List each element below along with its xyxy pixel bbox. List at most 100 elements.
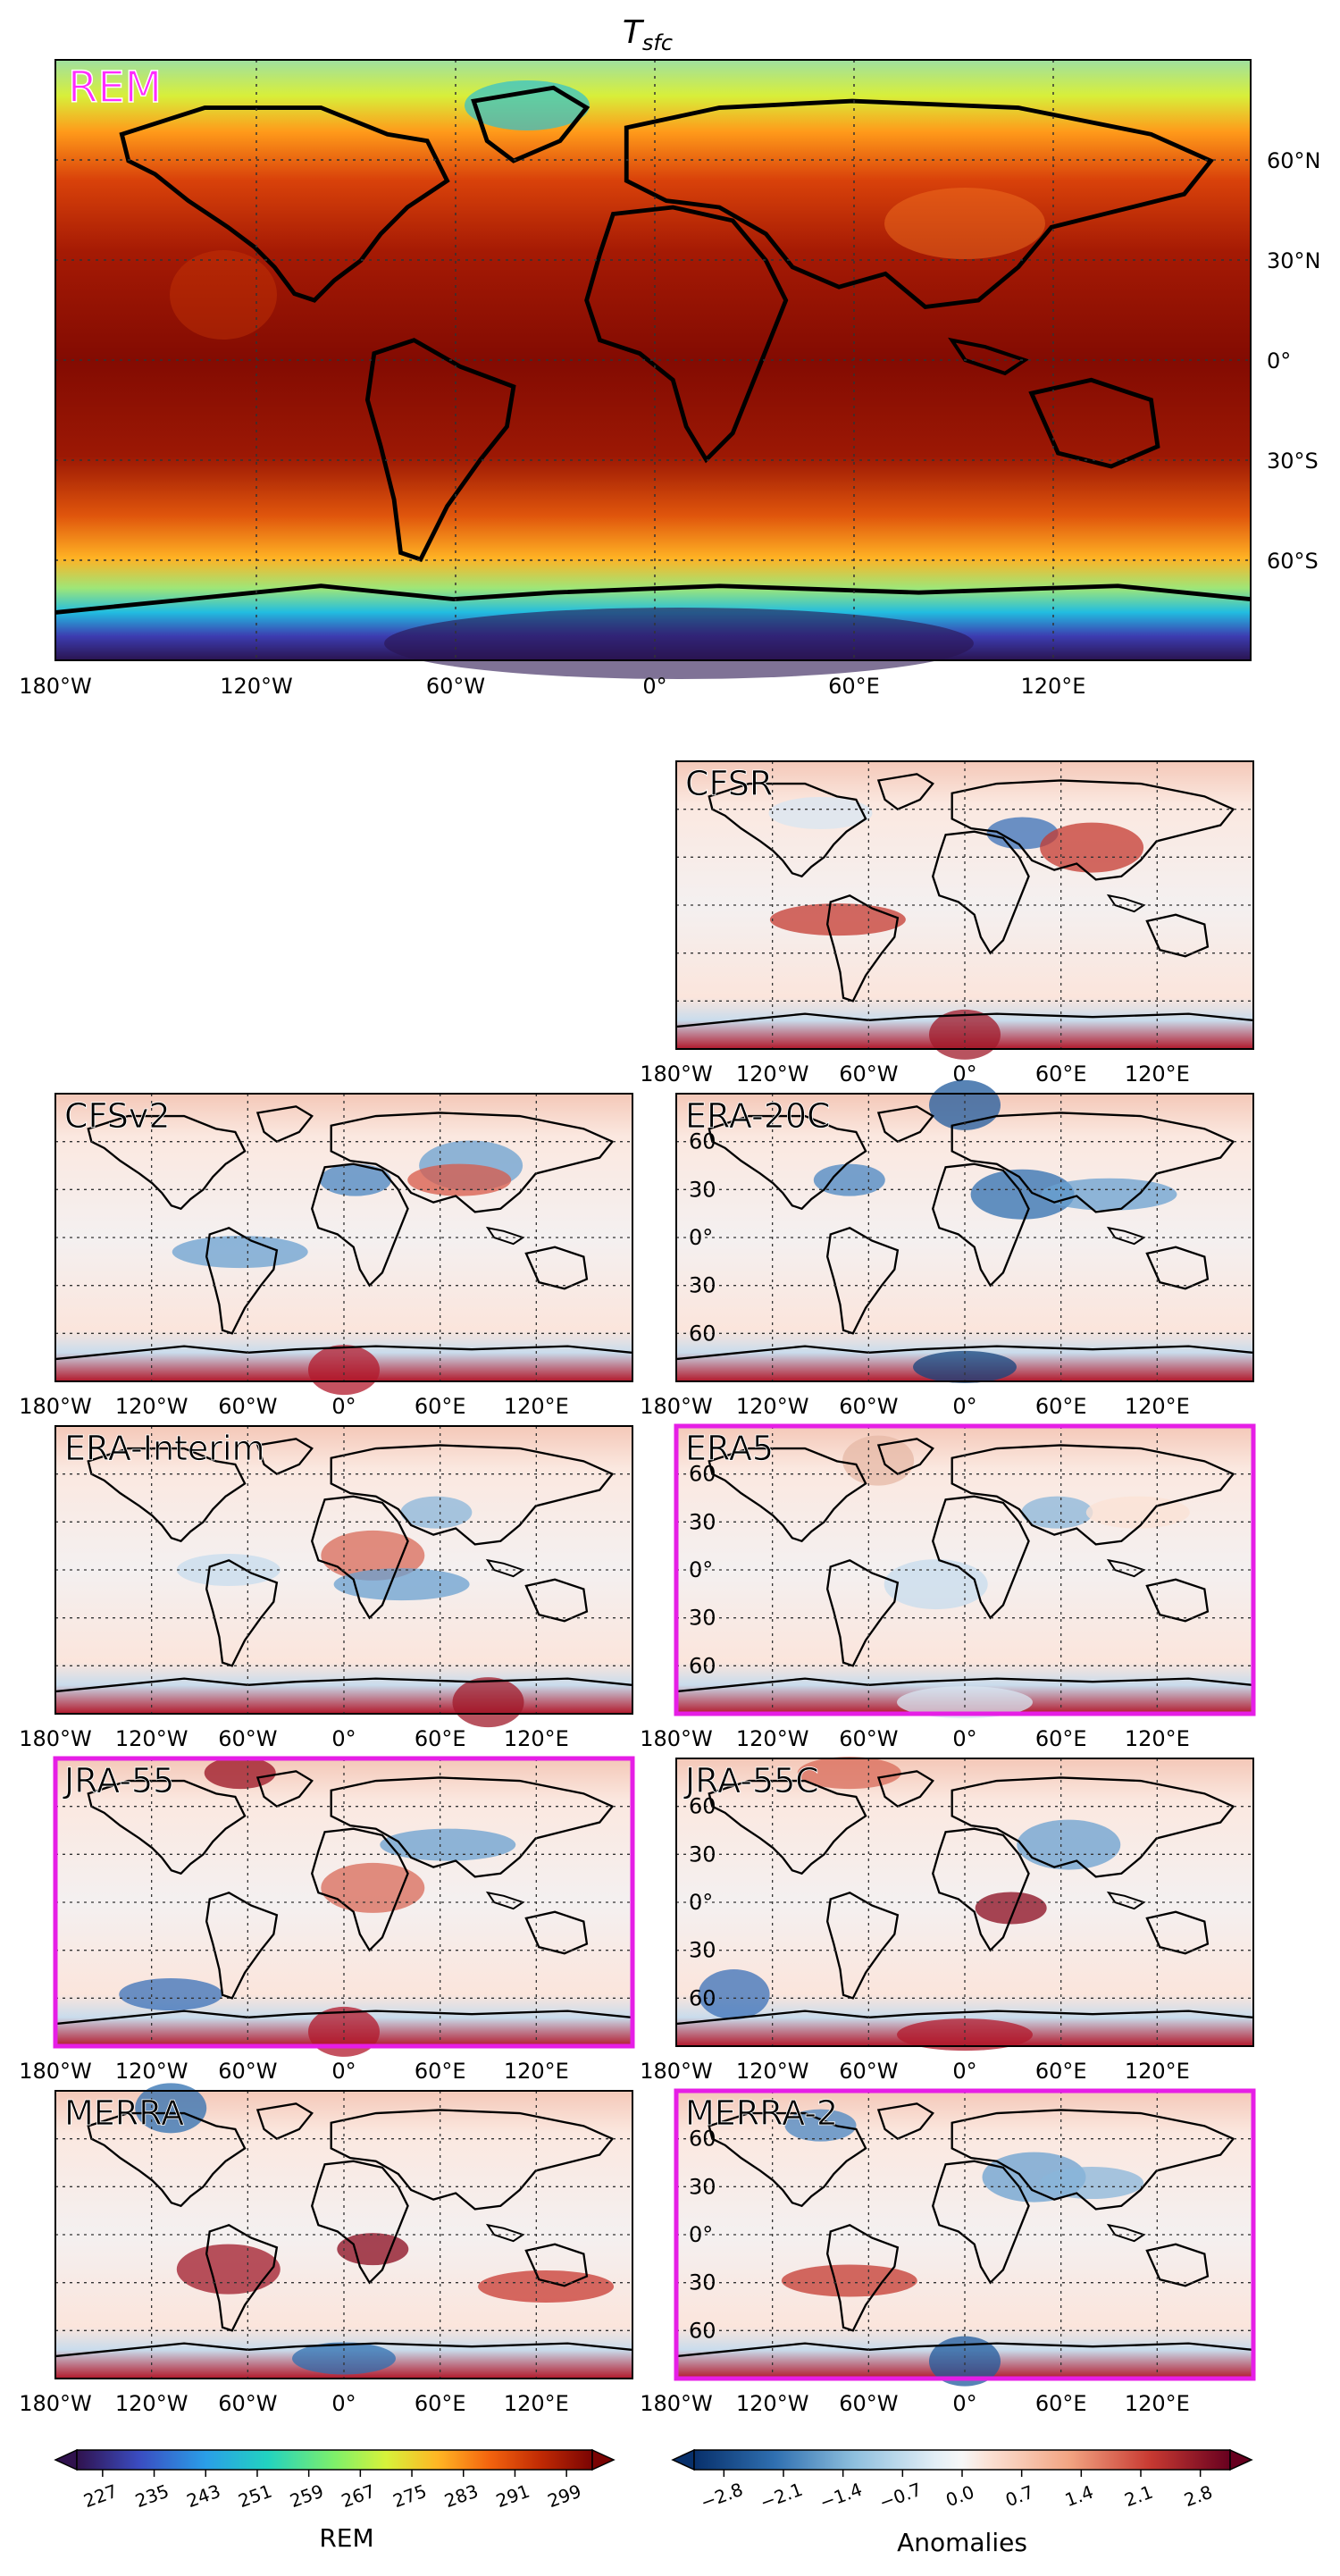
colorbar-tick-label: 0.7	[1002, 2481, 1036, 2511]
colorbar-tick-label: 267	[339, 2480, 378, 2513]
lon-tick-label: 120°W	[115, 1394, 188, 1419]
anomaly-blob	[337, 2233, 409, 2266]
lon-tick-label: 180°W	[19, 2391, 92, 2416]
lon-tick-label: 0°	[952, 2059, 976, 2084]
lat-tick-label: 0°	[689, 2222, 713, 2247]
anomaly-blob	[321, 1862, 425, 1913]
panel-label: MERRA	[64, 2094, 184, 2133]
panel-frame	[675, 1758, 1254, 2047]
lat-tick-label: 60	[689, 1653, 716, 1678]
lon-tick-label: 60°W	[839, 1394, 898, 1419]
rem-colorbar-label: REM	[319, 2523, 373, 2553]
lat-tick-label: 30°N	[1267, 248, 1321, 273]
lon-tick-label: 120°E	[1125, 2391, 1190, 2416]
lon-tick-label: 180°W	[640, 1061, 713, 1087]
lon-tick-label: 180°W	[640, 2059, 713, 2084]
colorbar-tick-label: 2.8	[1181, 2481, 1215, 2511]
lon-tick-label: 60°E	[1035, 1061, 1087, 1087]
anomaly-blob	[176, 2244, 281, 2295]
panel-merra: MERRA 180°W 120°W 60°W 0° 60°E 120°E	[19, 2083, 633, 2416]
anomaly-blob	[797, 1757, 901, 1790]
lon-tick-label: 60°W	[839, 2059, 898, 2084]
lat-tick-label: 30	[689, 1273, 716, 1298]
lon-tick-label: 120°W	[115, 2059, 188, 2084]
lat-tick-label: 30	[689, 1842, 716, 1867]
figure-title: Tsfc	[623, 14, 673, 55]
colorbar-tick-label: 299	[545, 2480, 584, 2513]
anomaly-blob	[333, 1568, 470, 1601]
anomaly-blob	[135, 2083, 207, 2134]
lon-tick-label: 0°	[952, 1726, 976, 1751]
colorbar-tick-label: 243	[184, 2480, 223, 2513]
anomaly-blob	[884, 1559, 988, 1610]
anomaly-blob	[929, 1079, 1001, 1130]
anomaly-blob	[842, 1435, 915, 1486]
panel-frame	[54, 2090, 633, 2379]
panel-gridlines	[55, 1426, 632, 1714]
lon-tick-label: 60°E	[1035, 1726, 1087, 1751]
lon-tick-label: 0°	[331, 2391, 356, 2416]
colorbar-tick-label: 1.4	[1062, 2481, 1096, 2511]
main-map-gridlines	[55, 60, 1251, 660]
panel-gridlines	[676, 2091, 1253, 2379]
panel-gridlines	[55, 2091, 632, 2379]
panel-label: ERA-20C	[685, 1096, 831, 1136]
lon-tick-label: 180°W	[640, 1726, 713, 1751]
lon-tick-label: 120°W	[736, 2059, 809, 2084]
panel-gridlines	[55, 1758, 632, 2046]
lat-tick-label: 30	[689, 1938, 716, 1963]
panel-frame	[675, 1093, 1254, 1382]
lat-tick-label: 0°	[689, 1225, 713, 1250]
main-map-lon-labels: 180°W 120°W 60°W 0° 60°E 120°E	[19, 674, 1085, 699]
lon-tick-label: 60°E	[1035, 1394, 1087, 1419]
lat-tick-label: 30	[689, 2270, 716, 2295]
lat-tick-label: 30	[689, 1177, 716, 1202]
anomaly-blob	[813, 1163, 885, 1196]
colorbar-tick-label: −1.4	[817, 2479, 865, 2513]
lat-tick-label: 30	[689, 1606, 716, 1631]
anomaly-blob	[781, 2264, 917, 2297]
lon-tick-label: 60°W	[839, 2391, 898, 2416]
lat-tick-label: 0°	[689, 1557, 713, 1582]
panel-label: JRA-55C	[683, 1761, 819, 1800]
lon-tick-label: 0°	[331, 2059, 356, 2084]
anomaly-blob	[204, 1757, 276, 1790]
lon-tick-label: 180°W	[640, 2391, 713, 2416]
lon-tick-label: 120°E	[504, 2391, 569, 2416]
panel-gridlines	[676, 1758, 1253, 2046]
lat-tick-label: 0°	[1267, 348, 1291, 373]
anomaly-blob	[452, 1677, 524, 1728]
panel-label: CFSv2	[64, 1096, 171, 1136]
panel-label: MERRA-2	[685, 2094, 838, 2133]
lon-tick-label: 0°	[331, 1394, 356, 1419]
colorbar-tick-label: 291	[493, 2480, 532, 2513]
lon-tick-label: 180°W	[640, 1394, 713, 1419]
lat-tick-label: 60	[689, 1462, 716, 1487]
lat-tick-label: 30	[689, 1509, 716, 1534]
anomaly-blob	[769, 903, 906, 936]
lon-tick-label: 120°W	[736, 1394, 809, 1419]
anomaly-blob	[975, 1892, 1047, 1925]
lon-tick-label: 60°W	[218, 1394, 277, 1419]
lat-tick-label: 60	[689, 1794, 716, 1819]
lon-tick-label: 0°	[952, 1394, 976, 1419]
lon-tick-label: 60°W	[218, 1726, 277, 1751]
panel-frame	[54, 1425, 633, 1715]
anomaly-blob	[478, 2270, 615, 2303]
panel-label: ERA-Interim	[64, 1429, 265, 1468]
lon-tick-label: 60°E	[1035, 2059, 1087, 2084]
lon-tick-label: 0°	[952, 2391, 976, 2416]
lon-tick-label: 60°E	[415, 2059, 466, 2084]
panel-jra-55: JRA-55 180°W 120°W 60°W 0° 60°E 120°E	[19, 1756, 635, 2084]
lon-tick-label: 60°E	[415, 2391, 466, 2416]
lon-tick-label: 120°W	[736, 1726, 809, 1751]
anomaly-blob	[319, 1163, 391, 1196]
lat-tick-label: 60	[689, 1129, 716, 1154]
lon-tick-label: 120°E	[1125, 1061, 1190, 1087]
colorbar-tick-label: 283	[441, 2480, 481, 2513]
lat-tick-label: 60	[689, 1985, 716, 2010]
